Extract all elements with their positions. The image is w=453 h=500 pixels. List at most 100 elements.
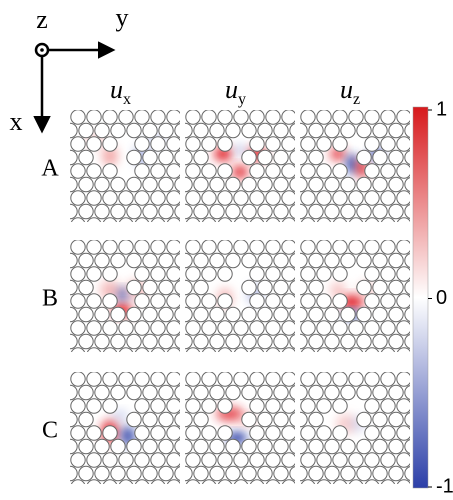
air-hole xyxy=(364,347,380,352)
air-hole xyxy=(273,279,289,296)
air-hole xyxy=(356,411,372,428)
air-hole xyxy=(185,136,201,152)
air-hole xyxy=(201,163,217,179)
colorbar xyxy=(412,106,429,489)
air-hole xyxy=(102,347,118,352)
air-hole xyxy=(300,411,308,428)
air-hole xyxy=(193,279,209,296)
air-hole xyxy=(150,217,166,222)
air-hole xyxy=(201,479,217,484)
air-hole xyxy=(185,293,201,309)
z-axis-dot xyxy=(40,48,44,52)
air-hole xyxy=(174,253,180,268)
air-hole xyxy=(356,333,372,350)
air-hole xyxy=(388,438,404,455)
air-hole xyxy=(404,280,410,295)
air-hole xyxy=(174,280,180,295)
air-hole xyxy=(281,240,295,255)
air-hole xyxy=(166,320,180,336)
air-hole xyxy=(78,384,94,401)
air-hole xyxy=(126,465,142,482)
air-hole xyxy=(185,122,193,139)
air-hole xyxy=(134,479,150,484)
air-hole xyxy=(134,266,150,282)
air-hole xyxy=(225,306,241,323)
air-hole xyxy=(150,293,166,309)
air-hole xyxy=(110,333,126,350)
air-hole xyxy=(193,306,209,323)
air-hole xyxy=(396,425,410,441)
air-hole xyxy=(396,163,410,179)
air-hole xyxy=(193,122,209,139)
air-hole xyxy=(201,266,217,282)
air-hole xyxy=(142,306,158,323)
air-hole xyxy=(70,122,78,139)
air-hole xyxy=(142,411,158,428)
air-hole xyxy=(86,163,102,179)
air-hole xyxy=(174,204,180,219)
column-label: uy xyxy=(225,75,246,108)
air-hole xyxy=(193,149,209,166)
air-hole xyxy=(340,438,356,455)
air-hole xyxy=(217,293,233,309)
air-hole xyxy=(110,203,126,220)
panel-content xyxy=(300,240,410,352)
air-hole xyxy=(265,372,281,387)
air-hole xyxy=(380,320,396,336)
air-hole xyxy=(166,217,180,222)
air-hole xyxy=(332,136,348,152)
air-hole xyxy=(348,347,364,352)
air-hole xyxy=(142,149,158,166)
air-hole xyxy=(300,320,316,336)
air-hole xyxy=(380,479,396,484)
air-hole xyxy=(70,110,86,125)
air-hole xyxy=(332,293,348,309)
air-hole xyxy=(289,123,295,138)
air-hole xyxy=(273,149,289,166)
air-hole xyxy=(241,438,257,455)
air-hole xyxy=(142,252,158,269)
column-subscript: y xyxy=(238,91,246,108)
air-hole xyxy=(265,347,281,352)
air-hole xyxy=(142,438,158,455)
air-hole xyxy=(324,438,340,455)
air-hole xyxy=(404,177,410,192)
air-hole xyxy=(185,320,201,336)
air-hole xyxy=(300,333,308,350)
air-hole xyxy=(340,252,356,269)
air-hole xyxy=(396,452,410,468)
field-blob xyxy=(346,154,358,174)
air-hole xyxy=(300,149,308,166)
air-hole xyxy=(249,347,265,352)
air-hole xyxy=(78,438,94,455)
air-hole xyxy=(217,320,233,336)
air-hole xyxy=(209,465,225,482)
air-hole xyxy=(78,252,94,269)
air-hole xyxy=(102,163,118,179)
air-hole xyxy=(316,320,332,336)
air-hole xyxy=(257,279,273,296)
air-hole xyxy=(332,320,348,336)
air-hole xyxy=(217,240,233,255)
air-hole xyxy=(324,384,340,401)
air-hole xyxy=(166,240,180,255)
row-label: A xyxy=(41,156,59,182)
air-hole xyxy=(308,411,324,428)
air-hole xyxy=(348,479,364,484)
air-hole xyxy=(364,372,380,387)
air-hole xyxy=(70,438,78,455)
air-hole xyxy=(364,425,380,441)
air-hole xyxy=(134,372,150,387)
air-hole xyxy=(380,240,396,255)
air-hole xyxy=(78,122,94,139)
air-hole xyxy=(372,176,388,193)
air-hole xyxy=(404,150,410,165)
air-hole xyxy=(380,398,396,414)
air-hole xyxy=(150,320,166,336)
air-hole xyxy=(308,149,324,166)
air-hole xyxy=(142,465,158,482)
air-hole xyxy=(241,411,257,428)
air-hole xyxy=(404,123,410,138)
air-hole xyxy=(102,320,118,336)
air-hole xyxy=(364,163,380,179)
